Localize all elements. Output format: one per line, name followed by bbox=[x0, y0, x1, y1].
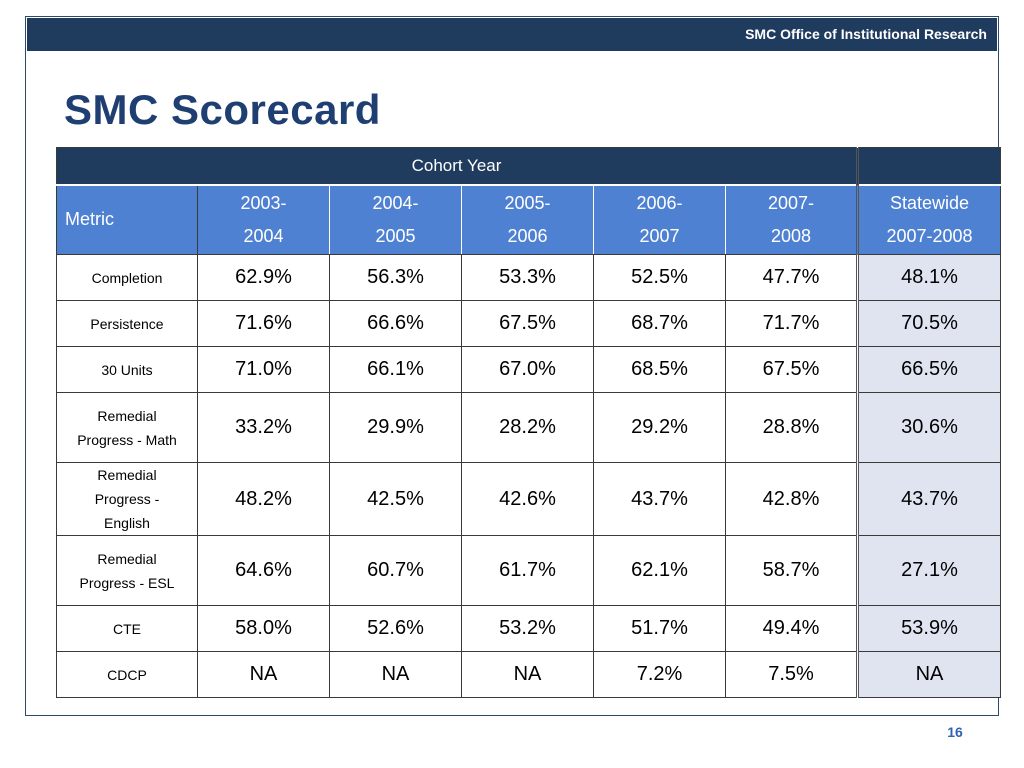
statewide-cell: 70.5% bbox=[856, 300, 1002, 347]
value-cell: 60.7% bbox=[329, 535, 462, 606]
value-cell: 66.1% bbox=[329, 346, 462, 393]
value-cell: 42.6% bbox=[461, 462, 594, 536]
table-row: 30 Units 71.0% 66.1% 67.0% 68.5% 67.5% 6… bbox=[56, 346, 1002, 393]
value-cell: 67.5% bbox=[461, 300, 594, 347]
value-cell: NA bbox=[461, 651, 594, 698]
value-cell: 43.7% bbox=[593, 462, 726, 536]
statewide-cell: 48.1% bbox=[856, 254, 1002, 301]
cohort-year-header: Cohort Year bbox=[55, 147, 859, 185]
value-cell: 53.2% bbox=[461, 605, 594, 652]
table-row: Persistence 71.6% 66.6% 67.5% 68.7% 71.7… bbox=[56, 300, 1002, 347]
cohort-blank-cell bbox=[856, 147, 1002, 185]
value-cell: 71.0% bbox=[197, 346, 330, 393]
value-cell: 28.8% bbox=[724, 392, 859, 463]
column-header-row: Metric 2003- 2004 2004- 2005 2005- 2006 200… bbox=[56, 183, 1002, 255]
value-cell: 64.6% bbox=[197, 535, 330, 606]
value-cell: NA bbox=[197, 651, 330, 698]
page-title: SMC Scorecard bbox=[64, 86, 381, 133]
value-cell: 58.0% bbox=[197, 605, 330, 652]
value-cell: 51.7% bbox=[593, 605, 726, 652]
value-cell: 33.2% bbox=[197, 392, 330, 463]
metric-header: Metric bbox=[56, 183, 198, 255]
value-cell: 47.7% bbox=[724, 254, 859, 301]
page-number: 16 bbox=[947, 724, 963, 740]
year-header: 2005- 2006 bbox=[461, 183, 594, 255]
header-bar: SMC Office of Institutional Research bbox=[27, 18, 997, 51]
year-header: 2003- 2004 bbox=[197, 183, 330, 255]
value-cell: 42.8% bbox=[724, 462, 859, 536]
value-cell: 52.5% bbox=[593, 254, 726, 301]
value-cell: 61.7% bbox=[461, 535, 594, 606]
metric-label: Remedial Progress - ESL bbox=[56, 535, 198, 606]
value-cell: NA bbox=[329, 651, 462, 698]
scorecard-table: Cohort Year Metric 2003- 2004 2004- 2005 2… bbox=[55, 147, 1002, 698]
metric-label: Persistence bbox=[56, 300, 198, 347]
statewide-cell: 66.5% bbox=[856, 346, 1002, 393]
value-cell: 53.3% bbox=[461, 254, 594, 301]
statewide-header: Statewide 2007-2008 bbox=[856, 183, 1002, 255]
value-cell: 52.6% bbox=[329, 605, 462, 652]
metric-label: CTE bbox=[56, 605, 198, 652]
value-cell: 42.5% bbox=[329, 462, 462, 536]
statewide-cell: 30.6% bbox=[856, 392, 1002, 463]
metric-label: 30 Units bbox=[56, 346, 198, 393]
value-cell: 68.7% bbox=[593, 300, 726, 347]
value-cell: 62.9% bbox=[197, 254, 330, 301]
value-cell: 7.5% bbox=[724, 651, 859, 698]
statewide-cell: 43.7% bbox=[856, 462, 1002, 536]
table-row: CTE 58.0% 52.6% 53.2% 51.7% 49.4% 53.9% bbox=[56, 605, 1002, 652]
value-cell: 67.5% bbox=[724, 346, 859, 393]
table-row: Remedial Progress - Math 33.2% 29.9% 28.2… bbox=[56, 392, 1002, 463]
metric-label: CDCP bbox=[56, 651, 198, 698]
value-cell: 67.0% bbox=[461, 346, 594, 393]
metric-label: Completion bbox=[56, 254, 198, 301]
year-header: 2006- 2007 bbox=[593, 183, 726, 255]
statewide-cell: 53.9% bbox=[856, 605, 1002, 652]
metric-label: Remedial Progress - English bbox=[56, 462, 198, 536]
value-cell: 29.2% bbox=[593, 392, 726, 463]
statewide-cell: 27.1% bbox=[856, 535, 1002, 606]
value-cell: 58.7% bbox=[724, 535, 859, 606]
value-cell: 71.6% bbox=[197, 300, 330, 347]
value-cell: 48.2% bbox=[197, 462, 330, 536]
table-row: Remedial Progress - English 48.2% 42.5% 42… bbox=[56, 462, 1002, 536]
value-cell: 68.5% bbox=[593, 346, 726, 393]
table-row: CDCP NA NA NA 7.2% 7.5% NA bbox=[56, 651, 1002, 698]
statewide-cell: NA bbox=[856, 651, 1002, 698]
value-cell: 56.3% bbox=[329, 254, 462, 301]
value-cell: 71.7% bbox=[724, 300, 859, 347]
value-cell: 28.2% bbox=[461, 392, 594, 463]
value-cell: 66.6% bbox=[329, 300, 462, 347]
cohort-header-row: Cohort Year bbox=[55, 147, 1002, 185]
year-header: 2004- 2005 bbox=[329, 183, 462, 255]
metric-label: Remedial Progress - Math bbox=[56, 392, 198, 463]
value-cell: 7.2% bbox=[593, 651, 726, 698]
value-cell: 29.9% bbox=[329, 392, 462, 463]
table-row: Completion 62.9% 56.3% 53.3% 52.5% 47.7%… bbox=[56, 254, 1002, 301]
value-cell: 49.4% bbox=[724, 605, 859, 652]
year-header: 2007- 2008 bbox=[724, 183, 859, 255]
table-row: Remedial Progress - ESL 64.6% 60.7% 61.7%… bbox=[56, 535, 1002, 606]
org-name: SMC Office of Institutional Research bbox=[745, 26, 987, 42]
value-cell: 62.1% bbox=[593, 535, 726, 606]
